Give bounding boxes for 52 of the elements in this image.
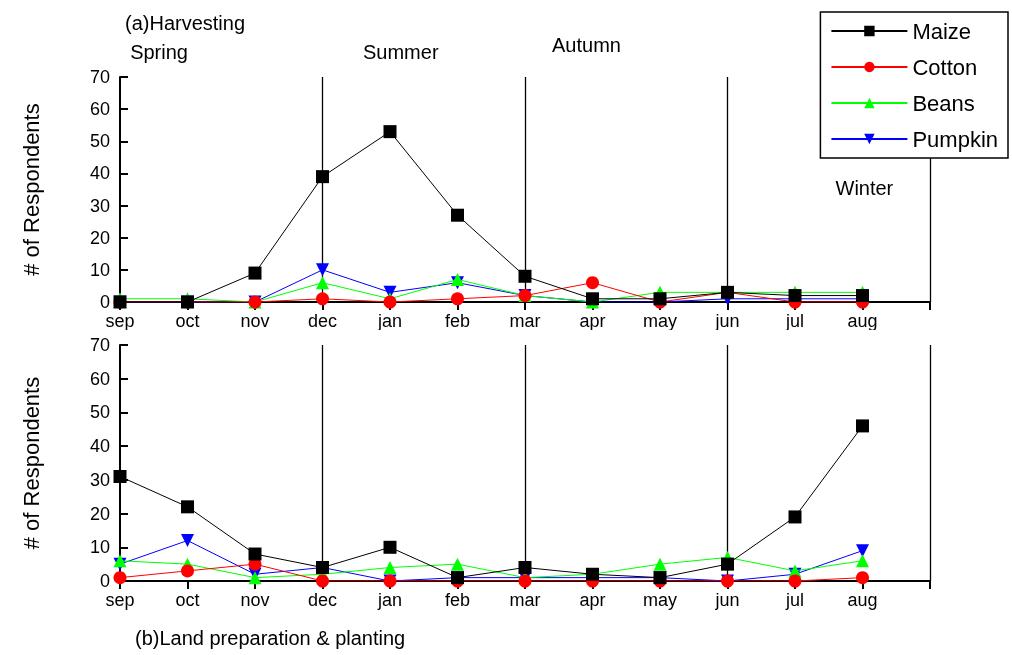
- chart-title: (a)Harvesting: [125, 12, 246, 34]
- y-axis-title: # of Respondents: [18, 103, 44, 276]
- x-tick-label: mar: [509, 590, 541, 610]
- x-tick-label: sep: [105, 590, 135, 610]
- text: Autumn: [552, 34, 621, 56]
- y-tick-label: 0: [99, 292, 110, 312]
- y-axis-title: # of Respondents: [18, 376, 44, 550]
- legend-label: Cotton: [912, 54, 978, 80]
- y-tick-label: 60: [89, 99, 110, 120]
- x-tick-label: may: [642, 590, 678, 610]
- x-tick-label: mar: [509, 311, 541, 331]
- y-tick-label: 0: [99, 571, 110, 591]
- y-tick-label: 70: [89, 67, 110, 87]
- y-tick-label: 40: [89, 436, 110, 457]
- x-tick-label: sep: [105, 311, 135, 331]
- text: Summer: [363, 41, 439, 63]
- x-tick-label: apr: [579, 311, 606, 331]
- y-tick-label: 20: [89, 503, 110, 524]
- x-tick-label: jun: [714, 590, 740, 610]
- x-tick-label: aug: [847, 311, 878, 331]
- y-tick-label: 70: [89, 335, 110, 355]
- x-tick-label: apr: [579, 590, 606, 610]
- legend-label: Maize: [912, 18, 972, 44]
- x-tick-label: nov: [240, 311, 270, 331]
- y-tick-label: 60: [89, 368, 110, 389]
- y-tick-label: 20: [89, 227, 110, 248]
- text: Spring: [130, 41, 188, 63]
- x-tick-label: oct: [175, 590, 200, 610]
- legend-label: Beans: [912, 90, 975, 116]
- y-tick-label: 40: [89, 163, 110, 184]
- y-tick-label: 30: [89, 469, 110, 490]
- x-tick-label: nov: [240, 590, 270, 610]
- x-tick-label: oct: [175, 311, 200, 331]
- x-tick-label: aug: [847, 590, 878, 610]
- x-tick-label: dec: [307, 311, 338, 331]
- x-tick-label: jun: [714, 311, 740, 331]
- y-tick-label: 10: [89, 259, 110, 280]
- text: (b)Land preparation & planting: [135, 627, 406, 649]
- x-tick-label: dec: [307, 590, 338, 610]
- x-tick-label: may: [642, 311, 678, 331]
- x-tick-label: jul: [784, 590, 805, 610]
- x-tick-label: jul: [784, 311, 805, 331]
- y-tick-label: 50: [89, 402, 110, 423]
- x-tick-label: feb: [444, 311, 471, 331]
- y-tick-label: 10: [89, 537, 110, 558]
- y-tick-label: 30: [89, 195, 110, 216]
- legend-label: Pumpkin: [912, 126, 998, 152]
- annotation: Winter: [835, 177, 894, 199]
- x-tick-label: jan: [376, 311, 403, 331]
- y-tick-label: 50: [89, 131, 110, 152]
- x-tick-label: feb: [444, 590, 471, 610]
- x-tick-label: jan: [376, 590, 403, 610]
